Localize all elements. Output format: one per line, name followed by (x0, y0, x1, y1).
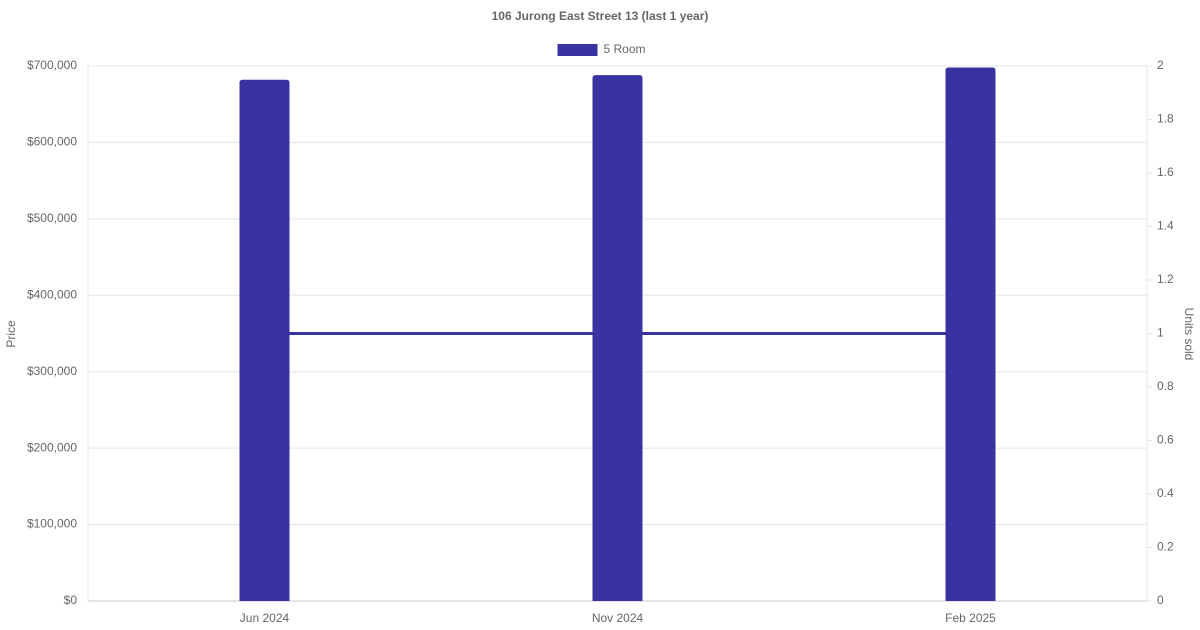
y2-tick-label: 0.2 (1157, 540, 1174, 554)
y-tick-label: $200,000 (27, 440, 77, 454)
y-tick-label: $400,000 (27, 287, 77, 301)
legend-label: 5 Room (604, 42, 646, 56)
x-tick-label: Nov 2024 (592, 611, 644, 625)
y-tick-label: $500,000 (27, 211, 77, 225)
y-tick-label: $300,000 (27, 364, 77, 378)
y2-axis-label: Units sold (1182, 308, 1196, 361)
y2-tick-label: 1.6 (1157, 165, 1174, 179)
legend-swatch (557, 44, 598, 56)
y-tick-label: $100,000 (27, 517, 77, 531)
y2-tick-label: 0.4 (1157, 486, 1174, 500)
y2-tick-label: 1.2 (1157, 272, 1174, 286)
y2-tick-label: 0.8 (1157, 379, 1174, 393)
y2-tick-label: 1.4 (1157, 219, 1174, 233)
y2-tick-label: 1 (1157, 326, 1164, 340)
y2-tick-label: 0.6 (1157, 433, 1174, 447)
bar (592, 75, 643, 601)
bar (239, 79, 290, 601)
y2-tick-label: 1.8 (1157, 112, 1174, 126)
y2-tick-label: 0 (1157, 593, 1164, 607)
y-tick-label: $600,000 (27, 135, 77, 149)
y-axis-label: Price (4, 320, 18, 348)
y-tick-label: $700,000 (27, 58, 77, 72)
x-tick-label: Feb 2025 (945, 611, 996, 625)
y-tick-label: $0 (64, 593, 78, 607)
chart-title: 106 Jurong East Street 13 (last 1 year) (492, 9, 709, 23)
bar (945, 67, 996, 602)
y2-tick-label: 2 (1157, 58, 1164, 72)
x-tick-label: Jun 2024 (240, 611, 290, 625)
